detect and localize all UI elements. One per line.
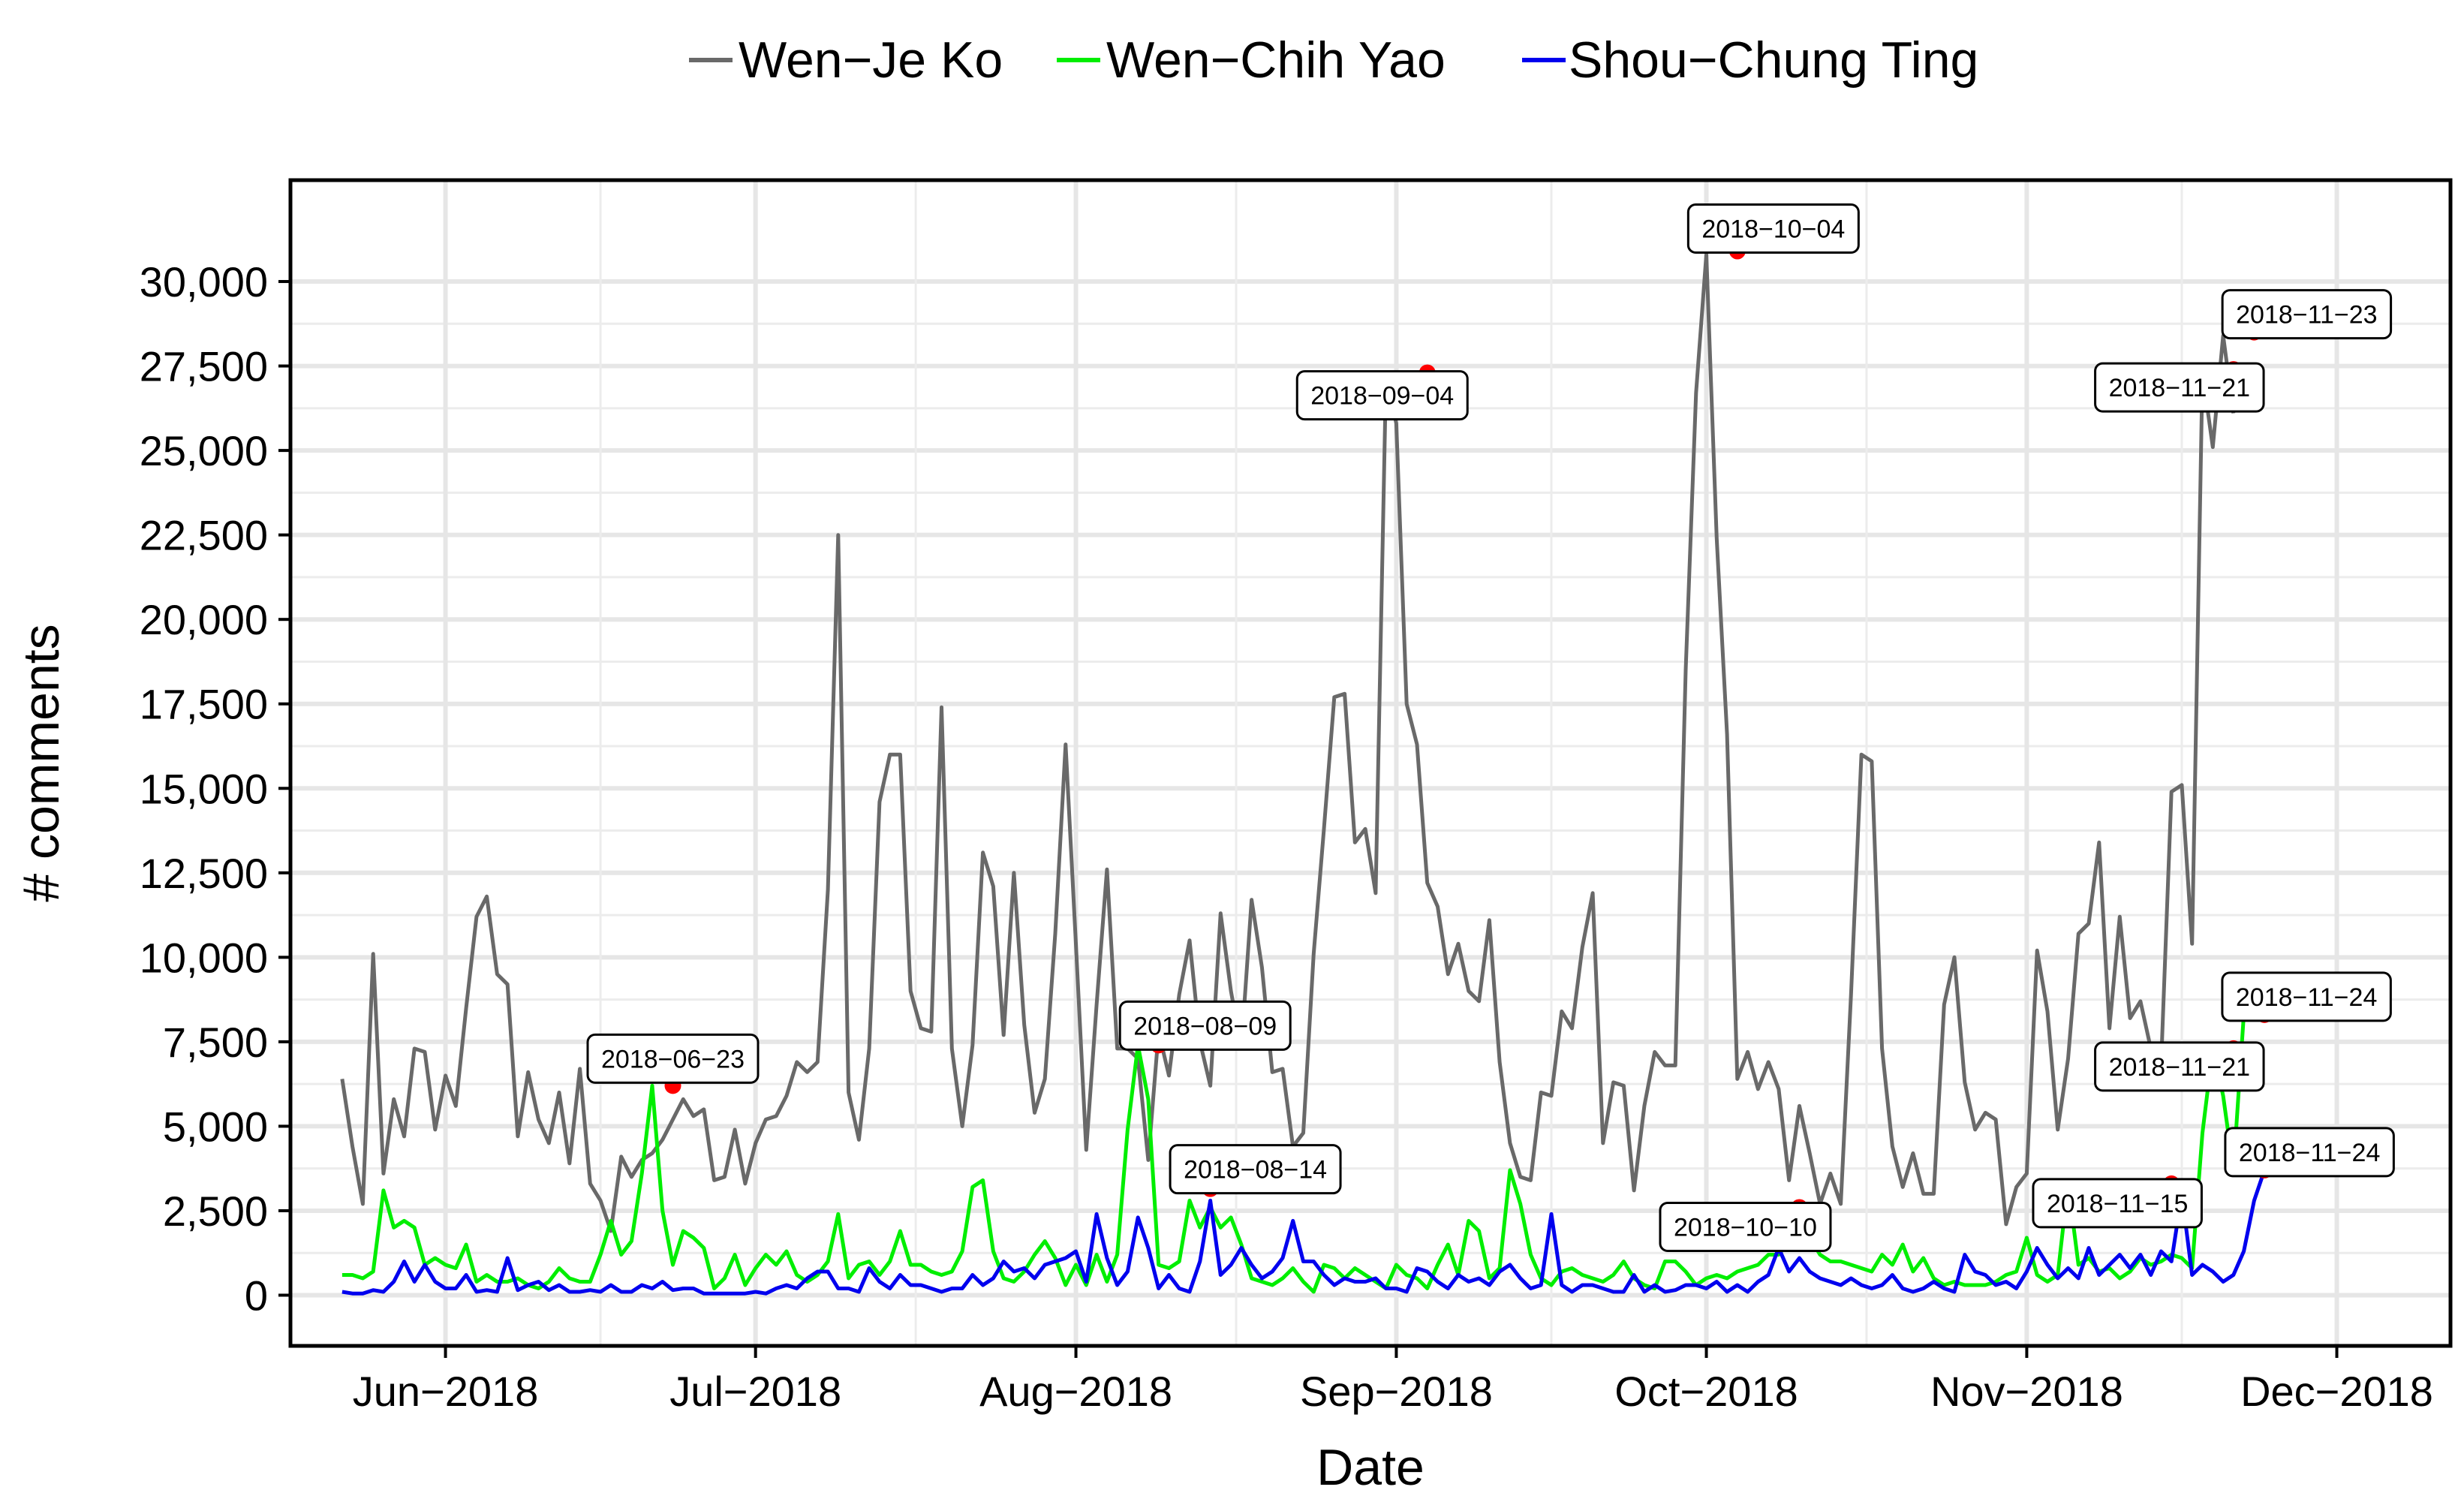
annotation-label: 2018−10−04	[1686, 203, 1860, 254]
series-line-1	[341, 1014, 2246, 1294]
y-tick-label: 20,000	[140, 596, 268, 643]
annotation-text: 2018−08−14	[1184, 1156, 1327, 1184]
annotation-label: 2018−11−21	[2094, 362, 2265, 413]
annotation-text: 2018−11−15	[2047, 1190, 2188, 1218]
x-axis-title: Date	[1316, 1439, 1425, 1496]
annotation-text: 2018−06−23	[601, 1045, 745, 1073]
y-tick-label: 12,500	[140, 850, 268, 897]
annotation-label: 2018−09−04	[1295, 370, 1469, 421]
y-tick-label: 22,500	[140, 512, 268, 559]
annotation-label: 2018−11−24	[2221, 971, 2392, 1022]
y-tick-label: 30,000	[140, 258, 268, 306]
annotation-box	[2221, 289, 2393, 340]
y-tick-label: 15,000	[140, 765, 268, 812]
y-axis-title: # comments	[13, 624, 70, 902]
annotation-box	[2094, 1041, 2265, 1092]
x-tick-label: Jun−2018	[353, 1368, 539, 1415]
annotation-label: 2018−11−24	[2224, 1127, 2395, 1178]
x-tick-label: Nov−2018	[1930, 1368, 2123, 1415]
annotation-box	[2094, 362, 2265, 413]
y-tick-label: 5,000	[163, 1103, 268, 1150]
y-tick-label: 27,500	[140, 343, 268, 390]
plot-panel-border	[288, 178, 2453, 1348]
annotation-box	[1295, 370, 1469, 421]
annotation-text: 2018−10−04	[1701, 215, 1845, 244]
legend-label: Wen−Chih Yao	[1106, 32, 1446, 89]
x-tick-label: Dec−2018	[2240, 1368, 2433, 1415]
annotation-label: 2018−06−23	[586, 1033, 760, 1084]
y-tick-label: 0	[245, 1272, 268, 1319]
annotation-text: 2018−08−09	[1133, 1012, 1277, 1040]
y-tick-label: 10,000	[140, 934, 268, 981]
annotation-text: 2018−10−10	[1674, 1213, 1817, 1242]
y-tick-label: 25,000	[140, 427, 268, 474]
annotation-box	[2221, 971, 2392, 1022]
legend-label: Shou−Chung Ting	[1569, 32, 1978, 89]
annotation-box	[1686, 203, 1860, 254]
x-tick-label: Jul−2018	[669, 1368, 841, 1415]
annotation-box	[1118, 1000, 1292, 1051]
legend-label: Wen−Je Ko	[739, 32, 1003, 89]
annotation-box	[1169, 1144, 1342, 1195]
annotation-text: 2018−09−04	[1310, 382, 1454, 411]
x-tick-label: Aug−2018	[979, 1368, 1172, 1415]
x-axis: Jun−2018 Jul−2018 Aug−2018 Sep−2018 Oct−2018…	[353, 1346, 2433, 1415]
annotation-box	[586, 1033, 760, 1084]
annotation-label: 2018−10−10	[1659, 1201, 1832, 1252]
annotation-box	[2032, 1178, 2203, 1229]
annotation-label: 2018−11−15	[2032, 1178, 2203, 1229]
y-tick-label: 17,500	[140, 681, 268, 728]
annotation-label: 2018−11−23	[2221, 289, 2393, 340]
annotation-label: 2018−11−21	[2094, 1041, 2265, 1092]
y-axis: 0 2,500 5,000 7,500 10,000 12,500 15,000 17,500…	[140, 258, 290, 1319]
y-tick-label: 7,500	[163, 1019, 268, 1066]
annotation-label: 2018−08−09	[1118, 1000, 1292, 1051]
series-lines	[340, 252, 2267, 1296]
annotation-text: 2018−11−21	[2109, 374, 2250, 402]
annotation-label: 2018−08−14	[1169, 1144, 1342, 1195]
annotation-text: 2018−11−23	[2236, 301, 2377, 330]
y-tick-label: 2,500	[163, 1187, 268, 1235]
annotation-box	[2224, 1127, 2395, 1178]
x-tick-label: Oct−2018	[1614, 1368, 1798, 1415]
series-line-2	[341, 1169, 2267, 1296]
annotation-box	[1659, 1201, 1832, 1252]
annotation-text: 2018−11−21	[2109, 1053, 2250, 1082]
annotation-text: 2018−11−24	[2239, 1139, 2380, 1167]
annotation-text: 2018−11−24	[2236, 983, 2377, 1012]
x-tick-label: Sep−2018	[1300, 1368, 1493, 1415]
legend: Wen−Je Ko Wen−Chih Yao Shou−Chung Ting	[689, 32, 1978, 89]
date-annotations: 2018−06−23 2018−08−09 2018−08−14 2018−09−04…	[586, 203, 2395, 1252]
